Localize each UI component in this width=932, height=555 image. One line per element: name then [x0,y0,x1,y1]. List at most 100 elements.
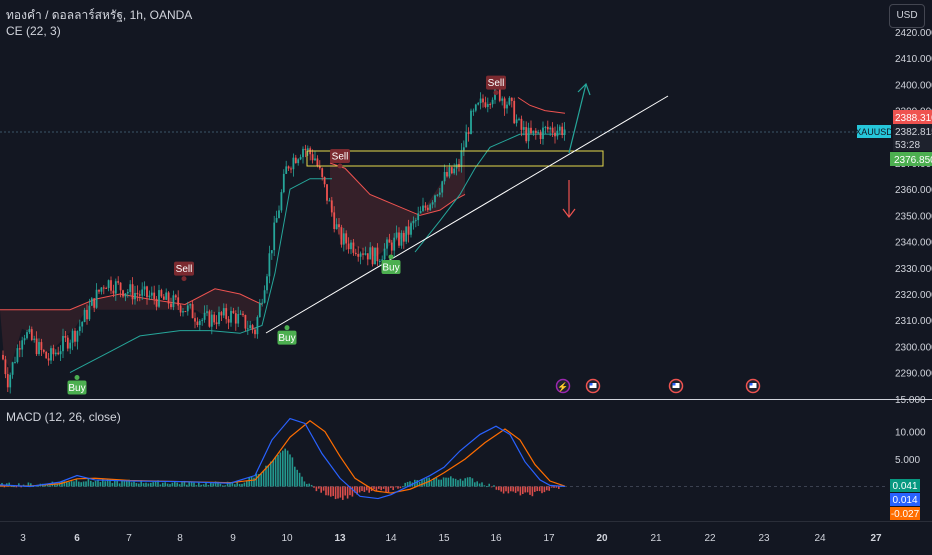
price-axis-tick: 2320.000 [895,290,932,301]
price-candle [155,298,158,307]
macd-histogram-bar [157,480,159,487]
signal-tag-label: Buy [382,262,399,273]
price-candle [321,168,324,177]
price-candle [450,167,453,174]
price-axis-tick: 2300.000 [895,342,932,353]
price-candle [386,239,388,249]
macd-histogram-bar [440,479,442,487]
macd-signal-line [0,419,566,494]
price-candle [472,110,475,112]
macd-histogram-bar [296,469,298,487]
macd-histogram-bar [488,483,490,487]
price-candle [102,287,105,289]
price-candle [532,130,535,134]
price-candle [126,291,129,294]
macd-histogram-bar [320,486,322,493]
price-axis-tick: 2360.000 [895,185,932,196]
ticker-badge[interactable] [857,125,891,138]
ce-indicator-legend[interactable]: CE (22, 3) [6,24,61,38]
price-candle [30,329,33,340]
price-candle [263,290,266,303]
macd-histogram-bar [75,479,78,487]
price-axis-tick: 2340.000 [895,238,932,249]
macd-histogram-bar [200,484,202,487]
time-axis-tick: 22 [704,533,716,544]
price-candle [486,104,489,107]
macd-histogram-bar [207,485,210,487]
price-candle [563,129,566,135]
price-candle [362,253,364,255]
macd-histogram-bar [500,486,502,492]
macd-histogram-bar [524,486,526,493]
price-candle [275,217,278,223]
support-resistance-zone[interactable] [306,150,604,167]
macd-histogram-bar [490,486,493,488]
upper-band-price-label: 2388.310 [895,113,932,124]
price-candle [503,98,506,109]
macd-histogram-bar [193,482,195,487]
currency-button[interactable]: USD [889,4,925,28]
macd-histogram-bar [522,486,524,494]
lower-band-price-badge [890,152,932,166]
macd-histogram-bar [217,481,219,487]
macd-histogram-bar [445,477,447,487]
price-candle [410,223,412,235]
macd-histogram-bar [519,486,522,496]
price-candle [21,340,24,350]
price-candle [69,342,72,349]
price-candle [124,293,127,297]
macd-histogram-bar [186,484,188,487]
macd-histogram-bar [387,486,390,493]
macd-histogram-bar [243,482,246,487]
price-candle [414,220,417,222]
price-candle [100,287,103,292]
macd-histogram-bar [546,486,548,491]
macd-histogram-bar [375,486,378,492]
price-candle [16,348,19,363]
lower-band-price-label: 2376.850 [894,155,932,166]
price-candle [477,103,480,105]
price-candle [131,284,134,300]
macd-histogram-bar [265,465,267,487]
price-candle [465,132,468,148]
time-axis-tick: 21 [650,533,662,544]
macd-histogram-bar [435,477,438,487]
price-candle [390,242,393,251]
macd-histogram-bar [368,486,370,493]
macd-histogram-bar [517,486,519,492]
sell-signal-tag: Sell [486,75,506,96]
earnings-lightning-icon[interactable] [555,378,571,394]
macd-histogram-bar [313,486,315,488]
macd-indicator-legend[interactable]: MACD (12, 26, close) [6,410,121,424]
ce-long-stop-line-2 [414,133,565,253]
macd-histogram-bar [142,483,145,487]
macd-signal-value-badge [890,507,920,520]
macd-histogram-bar [291,457,294,487]
price-candle [206,311,208,313]
macd-histogram-bar [171,482,174,487]
price-candle [170,303,172,308]
price-candle [462,147,465,151]
macd-histogram-bar [234,484,236,487]
price-candle [366,253,369,260]
time-axis-tick: 14 [385,533,397,544]
price-candle [407,226,410,235]
macd-histogram-bar [121,479,123,487]
ascending-trendline[interactable] [265,95,669,334]
macd-histogram-bar [330,486,332,497]
macd-histogram-bar [526,486,529,493]
price-candle [278,210,280,218]
time-axis-tick: 6 [74,533,80,544]
macd-histogram-bar [325,486,327,496]
macd-histogram-bar [505,486,507,492]
macd-histogram-bar [30,483,32,487]
price-candle [64,336,67,338]
price-candle [88,305,91,320]
flag-glyph [749,383,757,388]
macd-histogram-bar [109,479,111,487]
price-candle [443,172,446,182]
macd-histogram-bar [428,477,430,487]
price-candle [549,127,552,130]
price-candle [242,313,244,315]
